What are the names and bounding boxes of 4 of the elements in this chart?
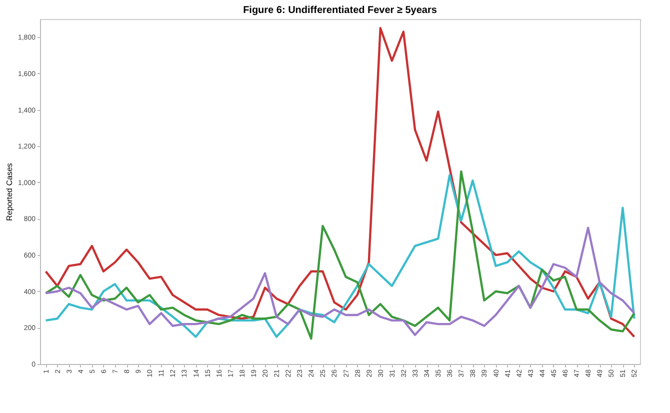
line-series [44, 226, 636, 336]
line-series [44, 26, 636, 338]
chart-title: Figure 6: Undifferentiated Fever ≥ 5years [243, 5, 438, 16]
y-axis-title: Reported Cases [4, 163, 14, 221]
